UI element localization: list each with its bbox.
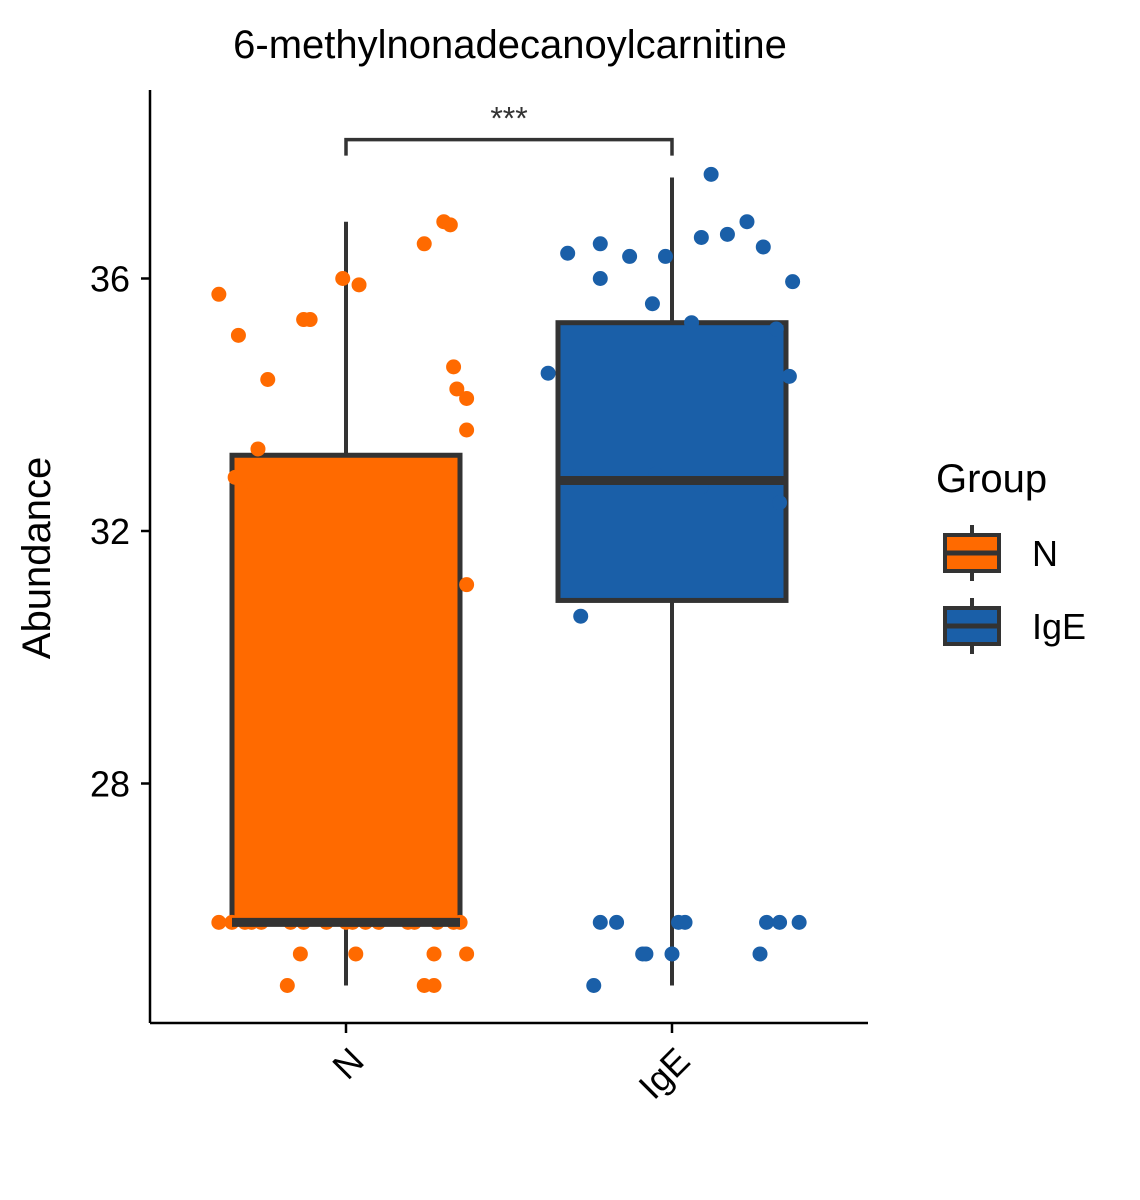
y-tick-label: 28 (90, 764, 130, 805)
data-point-ige (540, 365, 556, 381)
data-point-ige (768, 321, 784, 337)
significance-bracket (344, 137, 674, 156)
data-point-ige (739, 214, 755, 230)
legend-label: IgE (1032, 606, 1086, 647)
data-point-n (247, 479, 263, 495)
data-point-ige (592, 271, 608, 286)
data-point-ige (752, 946, 768, 962)
data-point-ige (719, 226, 735, 242)
data-point-ige (772, 914, 788, 930)
data-point-n (296, 312, 312, 328)
legend: Group N IgE (936, 457, 1086, 654)
data-point-n (292, 946, 308, 962)
data-point-n (426, 946, 442, 962)
data-point-n (459, 577, 475, 593)
y-axis-title: Abundance (15, 457, 59, 659)
x-tick-label: N (324, 1040, 371, 1087)
data-point-ige (791, 914, 807, 930)
data-point-ige (781, 368, 797, 384)
data-point-ige (609, 914, 625, 930)
data-point-ige (693, 229, 709, 245)
data-point-n (442, 217, 458, 233)
data-point-ige (772, 495, 788, 511)
data-point-ige (785, 274, 801, 290)
data-point-ige (644, 296, 660, 312)
data-point-n (227, 469, 243, 485)
data-point-ige (573, 608, 589, 624)
data-point-ige (664, 946, 680, 962)
data-point-n (449, 381, 465, 397)
data-point-n (335, 271, 351, 286)
data-point-n (459, 946, 475, 962)
data-point-n (260, 372, 276, 387)
y-tick-label: 32 (90, 511, 130, 552)
legend-item-n: N (943, 525, 1058, 581)
data-point-n (459, 390, 475, 406)
data-point-n (351, 277, 367, 293)
data-point-ige (677, 914, 693, 930)
data-point-n (230, 327, 246, 343)
data-point-ige (684, 315, 700, 331)
data-point-n (250, 441, 266, 457)
data-point-ige (586, 978, 602, 993)
data-point-n (279, 978, 295, 993)
data-point-n (416, 236, 432, 252)
data-point-n (348, 946, 364, 962)
significance-label: *** (490, 101, 527, 137)
data-point-ige (622, 248, 638, 264)
data-point-n (211, 286, 227, 302)
data-point-ige (703, 166, 719, 182)
data-point-ige (592, 236, 608, 252)
legend-title: Group (936, 457, 1047, 501)
data-point-n (211, 914, 227, 930)
data-point-n (446, 359, 462, 375)
data-point-ige (638, 946, 654, 962)
chart-title: 6-methylnonadecanoylcarnitine (233, 23, 787, 67)
legend-item-ige: IgE (943, 598, 1086, 654)
x-tick-label: IgE (630, 1040, 697, 1107)
data-point-ige (759, 914, 775, 930)
data-point-n (426, 978, 442, 993)
data-point-ige (560, 245, 576, 261)
box-n (229, 452, 463, 925)
box-ige (555, 320, 789, 603)
data-point-ige (755, 239, 771, 255)
data-point-ige (592, 914, 608, 930)
plot-area: *** (211, 101, 807, 993)
legend-label: N (1032, 533, 1058, 574)
data-point-n (459, 422, 475, 438)
data-point-ige (657, 248, 673, 264)
y-tick-label: 36 (90, 259, 130, 300)
